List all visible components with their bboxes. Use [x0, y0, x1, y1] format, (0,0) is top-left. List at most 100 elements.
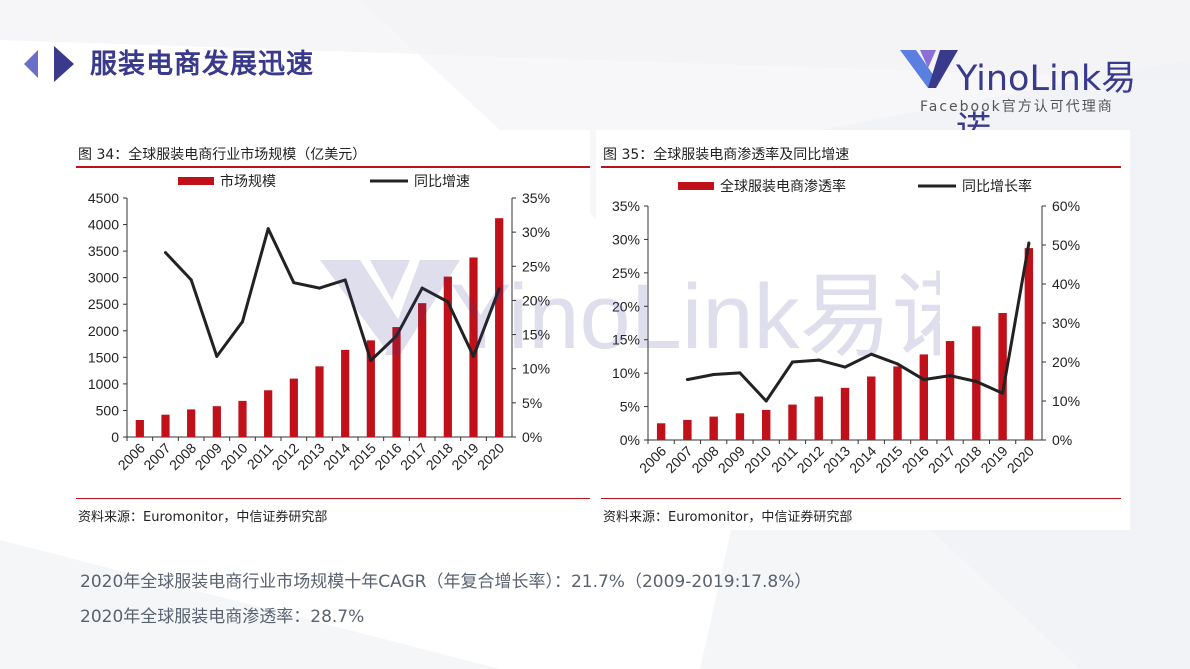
line-point-2015: [896, 362, 900, 366]
chart-title-right: 图 35：全球服装电商渗透率及同比增速: [603, 147, 850, 163]
bar-2020: [1024, 248, 1034, 440]
x-tick-label: 2018: [423, 440, 456, 473]
right-tick-label: 30%: [1052, 315, 1080, 331]
bar-2010: [238, 400, 247, 437]
right-tick-label: 20%: [1052, 354, 1080, 370]
line-series-growth: [687, 242, 1031, 403]
logo-tagline: Facebook官方认可代理商: [920, 99, 1114, 115]
line-series-growth: [164, 227, 501, 362]
right-tick-label: 10%: [522, 361, 550, 377]
x-tick-label: 2012: [269, 440, 302, 473]
left-tick-label: 3500: [88, 243, 119, 259]
line-point-2013: [843, 365, 847, 369]
x-tick-label: 2013: [294, 440, 327, 473]
line-point-2019: [1001, 391, 1005, 395]
left-tick-label: 35%: [612, 198, 640, 214]
bar-2015: [366, 340, 375, 437]
legend-label-bar: 市场规模: [220, 173, 276, 189]
legend-label-line: 同比增速: [414, 173, 470, 189]
line-point-2007: [685, 378, 689, 382]
bar-2013: [315, 366, 324, 437]
bar-2019: [469, 257, 478, 437]
x-tick-label: 2016: [899, 443, 932, 476]
right-tick-label: 0%: [522, 429, 542, 445]
legend-label-line: 同比增长率: [962, 178, 1032, 194]
left-tick-label: 20%: [612, 298, 640, 314]
bar-2011: [264, 390, 273, 437]
right-tick-label: 60%: [1052, 198, 1080, 214]
logo-y-mark-icon: [900, 50, 958, 88]
line-point-2009: [215, 354, 219, 358]
bar-2016: [919, 354, 929, 440]
bar-2014: [341, 349, 350, 437]
chart-rule-right-top: [601, 166, 1121, 168]
line-point-2009: [738, 371, 742, 375]
right-tick-label: 20%: [522, 292, 550, 308]
bar-2018: [972, 326, 981, 440]
chart-panel-right: [596, 130, 1130, 530]
line-point-2017: [948, 374, 952, 378]
line-point-2014: [343, 278, 347, 282]
line-point-2011: [266, 227, 270, 231]
line-point-2014: [869, 352, 873, 356]
bar-2011: [788, 404, 797, 440]
x-tick-label: 2017: [397, 440, 430, 473]
right-tick-label: 25%: [522, 258, 550, 274]
bar-2006: [656, 423, 666, 440]
right-tick-label: 0%: [1052, 432, 1072, 448]
left-tick-label: 5%: [620, 399, 640, 415]
legend-swatch-bar: [178, 177, 214, 185]
chart-rule-left-bottom: [76, 498, 590, 499]
chart-title-left: 图 34：全球服装电商行业市场规模（亿美元）: [78, 147, 367, 163]
left-tick-label: 10%: [612, 365, 640, 381]
chart-source-right: 资料来源：Euromonitor，中信证券研究部: [603, 510, 853, 525]
x-tick-label: 2018: [951, 443, 984, 476]
x-tick-label: 2019: [448, 440, 481, 473]
x-tick-label: 2011: [768, 443, 801, 476]
line-point-2018: [974, 380, 978, 383]
left-tick-label: 4000: [88, 217, 119, 233]
right-tick-label: 50%: [1052, 237, 1080, 253]
right-tick-label: 30%: [522, 224, 550, 240]
chart-market-size: 0 500 1000 1500 2000 2500 3000 3500 4000 4500 0% 5%…: [88, 173, 550, 473]
x-tick-label: 2016: [371, 440, 404, 473]
brand-logo: YinoLink易诺 Facebook官方认可代理商: [900, 44, 1170, 150]
x-tick-label: 2008: [166, 440, 199, 473]
x-tick-label: 2020: [474, 440, 507, 473]
line-point-2016: [395, 334, 398, 338]
bar-2017: [945, 341, 955, 440]
line-point-2013: [318, 286, 321, 290]
bar-2008: [709, 416, 718, 440]
right-tick-label: 35%: [522, 190, 550, 206]
x-tick-label: 2006: [636, 443, 669, 476]
x-tick-label: 2010: [741, 443, 774, 476]
chart-rule-left-top: [76, 166, 590, 168]
page-title: 服装电商发展迅速: [90, 49, 314, 80]
line-point-2011: [790, 360, 794, 364]
right-tick-label: 5%: [522, 395, 542, 411]
chart-source-left: 资料来源：Euromonitor，中信证券研究部: [78, 510, 328, 525]
bar-2007: [161, 414, 170, 437]
line-point-2007: [164, 251, 167, 255]
x-tick-label: 2013: [820, 443, 853, 476]
line-point-2020: [497, 287, 501, 291]
chart-rule-right-bottom: [601, 498, 1121, 499]
line-point-2012: [817, 358, 821, 362]
x-tick-label: 2019: [977, 443, 1010, 476]
right-tick-label: 10%: [1052, 393, 1080, 409]
right-tick-label: 15%: [522, 327, 550, 343]
bar-2006: [135, 420, 144, 437]
x-tick-label: 2011: [244, 440, 277, 473]
bar-2013: [840, 387, 850, 440]
bar-2009: [735, 413, 745, 440]
left-tick-label: 25%: [612, 265, 640, 281]
x-tick-label: 2006: [115, 440, 148, 473]
chart-penetration: 0% 5% 10% 15% 20% 25% 30% 35% 0% 10% 20% 30% 40% 50% 6…: [612, 178, 1080, 476]
bar-2015: [893, 366, 902, 440]
line-point-2015: [369, 359, 373, 363]
x-tick-label: 2020: [1004, 443, 1037, 476]
line-point-2018: [446, 300, 450, 304]
line-point-2010: [764, 399, 768, 403]
bar-2012: [289, 378, 298, 437]
left-tick-label: 2000: [88, 323, 119, 339]
